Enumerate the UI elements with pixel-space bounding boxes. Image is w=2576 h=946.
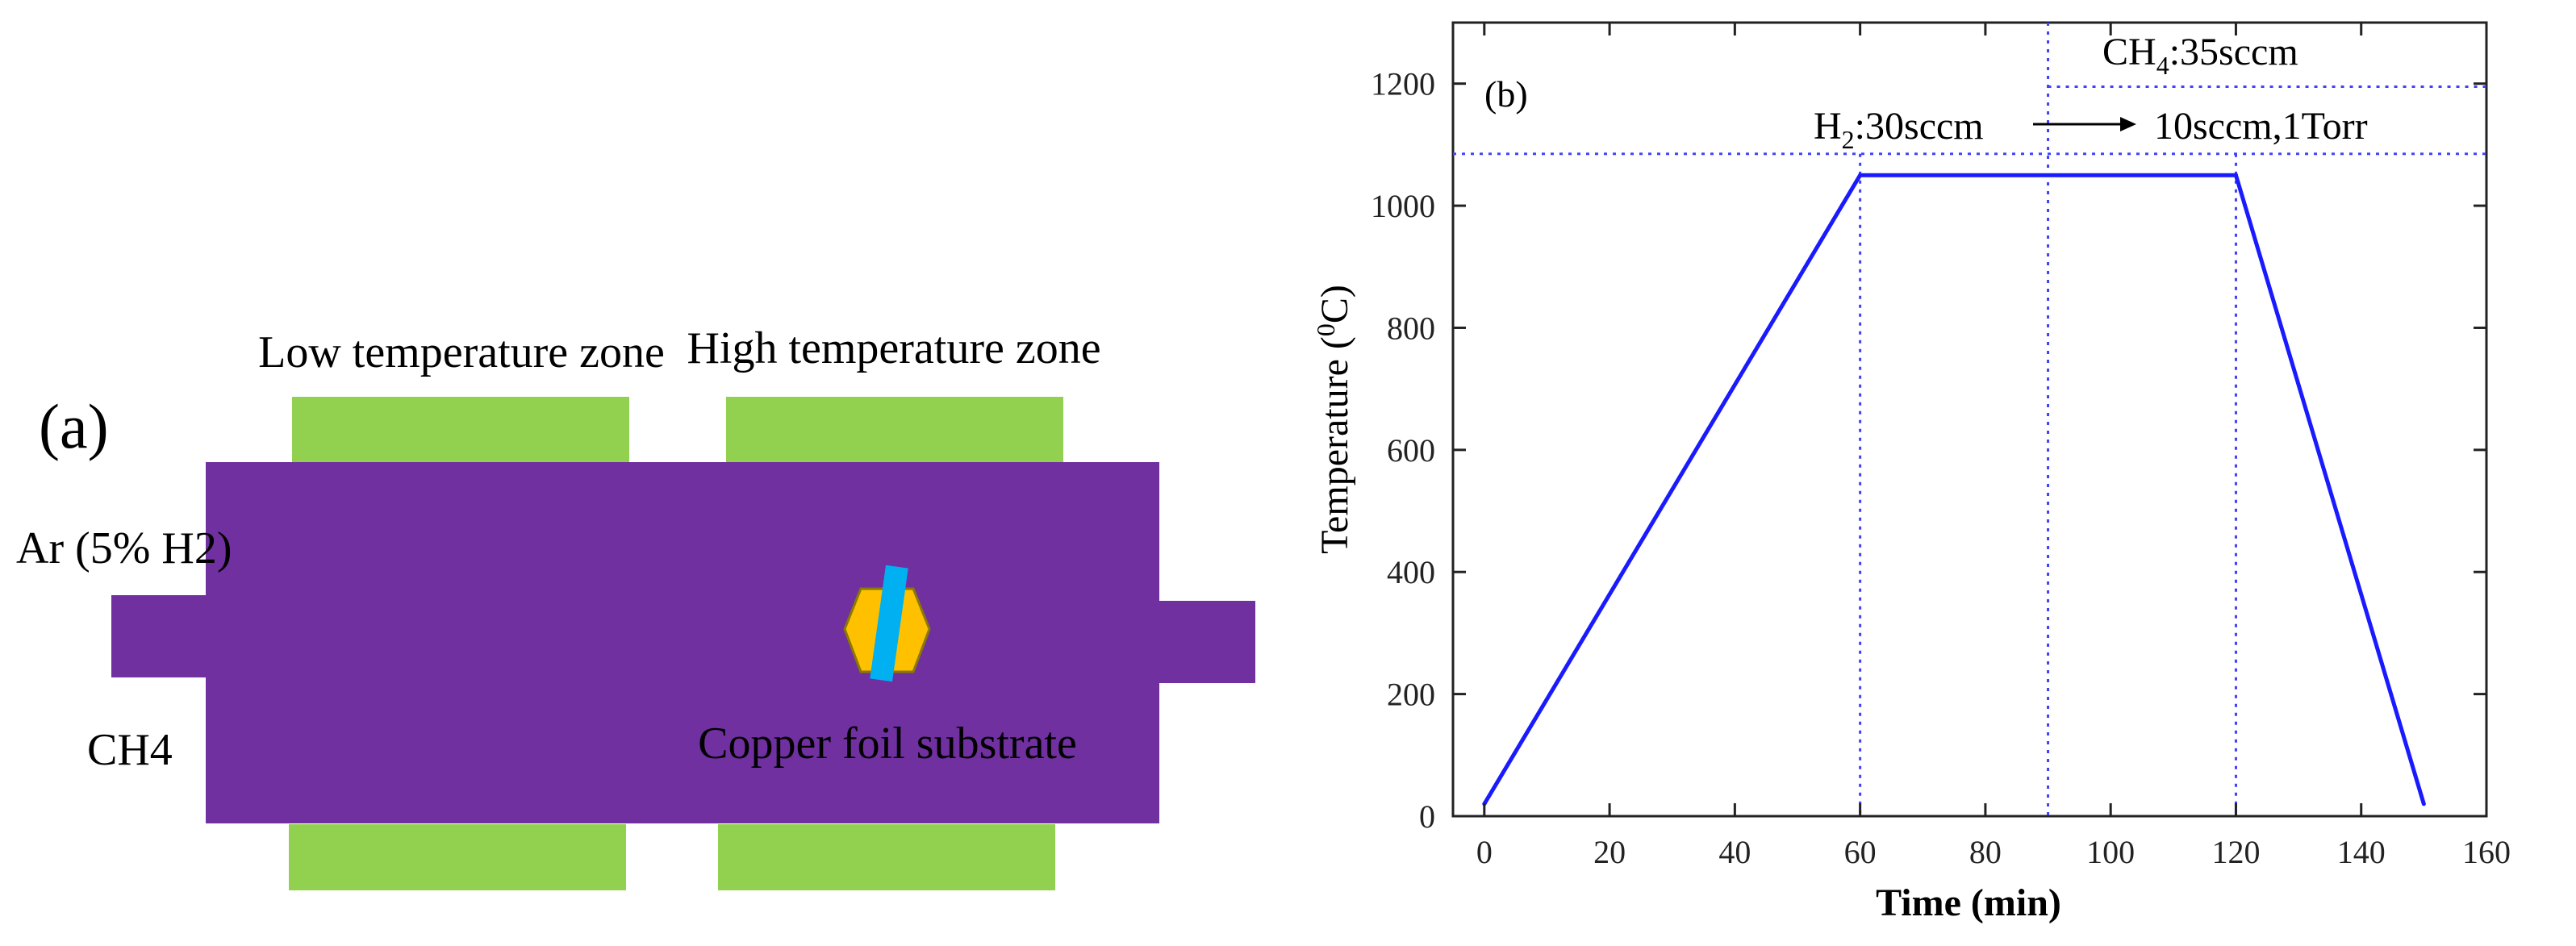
x-tick-label: 0 <box>1476 834 1493 870</box>
x-tick-label: 40 <box>1718 834 1751 870</box>
cvd-furnace-diagram: (a) Low temperature zone High temperatur… <box>0 0 1291 942</box>
h2-annotation-main: H <box>1814 105 1842 148</box>
gas-inlet-label-ar: Ar (5% H2) <box>16 523 232 573</box>
temperature-profile-chart: 0 20 40 60 80 100 120 140 160 0 200 400 600 800 1000 12… <box>1291 0 2576 942</box>
x-tick-label: 80 <box>1969 834 2002 870</box>
axis-ticks <box>1453 23 2488 818</box>
x-tick-label: 20 <box>1593 834 1626 870</box>
ch4-annotation-rest: :35sccm <box>2169 31 2298 73</box>
high-temp-heater-top <box>726 397 1063 463</box>
temperature-data-point <box>2421 802 2426 806</box>
y-tick-label: 200 <box>1387 677 1435 713</box>
substrate-label: Copper foil substrate <box>698 719 1077 769</box>
ch4-annotation-subscript: 4 <box>2156 51 2169 80</box>
ch4-flow-annotation: CH4:35sccm <box>2102 31 2298 80</box>
temperature-data-point <box>2233 173 2238 177</box>
x-tick-label: 120 <box>2211 834 2260 870</box>
low-temp-heater-bottom <box>289 824 626 890</box>
y-axis-title-superscript: 0 <box>1311 323 1340 336</box>
h2-flow-arrowhead <box>2120 117 2136 131</box>
y-tick-label: 400 <box>1387 554 1435 590</box>
y-axis-title: Temperature (0C) <box>1311 285 1356 554</box>
h2-after-arrow-annotation: 10sccm,1Torr <box>2154 105 2368 148</box>
h2-annotation-rest: :30sccm <box>1855 105 1984 148</box>
x-axis-title: Time (min) <box>1876 881 2061 924</box>
x-tick-label: 100 <box>2086 834 2135 870</box>
x-tick-label: 160 <box>2462 834 2511 870</box>
chart-svg: 0 20 40 60 80 100 120 140 1600200400600800100012… <box>1311 21 2511 924</box>
y-axis-title-prefix: Temperature ( <box>1313 336 1356 554</box>
x-tick-label: 140 <box>2337 834 2386 870</box>
y-tick-label: 0 <box>1419 798 1435 835</box>
panel-a-label: (a) <box>39 391 109 461</box>
quartz-tube <box>206 462 1159 823</box>
x-tick-label: 60 <box>1844 834 1877 870</box>
guide-lines <box>1453 23 2486 816</box>
tick-labels: 0 20 40 60 80 100 120 140 160 0 200 400 600 800 1000 12… <box>1371 66 2511 870</box>
ch4-annotation-main: CH <box>2102 31 2156 73</box>
gas-inlet-label-ch4: CH4 <box>87 725 173 775</box>
h2-annotation-subscript: 2 <box>1842 125 1855 154</box>
high-temp-heater-bottom <box>718 824 1055 890</box>
y-tick-label: 1200 <box>1371 66 1435 102</box>
y-tick-label: 600 <box>1387 432 1435 469</box>
y-tick-label: 800 <box>1387 310 1435 346</box>
low-temp-zone-label: Low temperature zone <box>258 327 665 377</box>
temperature-series-line <box>1482 173 2426 806</box>
panel-b-label: (b) <box>1484 73 1528 115</box>
series-layer <box>1482 173 2426 806</box>
gas-inlet-pipe <box>111 595 208 677</box>
copper-foil <box>870 565 908 682</box>
h2-flow-annotation: H2:30sccm <box>1814 105 1984 154</box>
temperature-data-point <box>1858 173 1863 177</box>
furnace-schematic-svg: (a) Low temperature zone High temperatur… <box>16 323 1255 890</box>
high-temp-zone-label: High temperature zone <box>687 323 1100 373</box>
low-temp-heater-top <box>292 397 629 463</box>
y-axis-title-suffix: C) <box>1313 285 1356 323</box>
plot-frame <box>1451 21 2488 818</box>
gas-outlet-pipe <box>1157 601 1255 683</box>
y-tick-label: 1000 <box>1371 188 1435 224</box>
